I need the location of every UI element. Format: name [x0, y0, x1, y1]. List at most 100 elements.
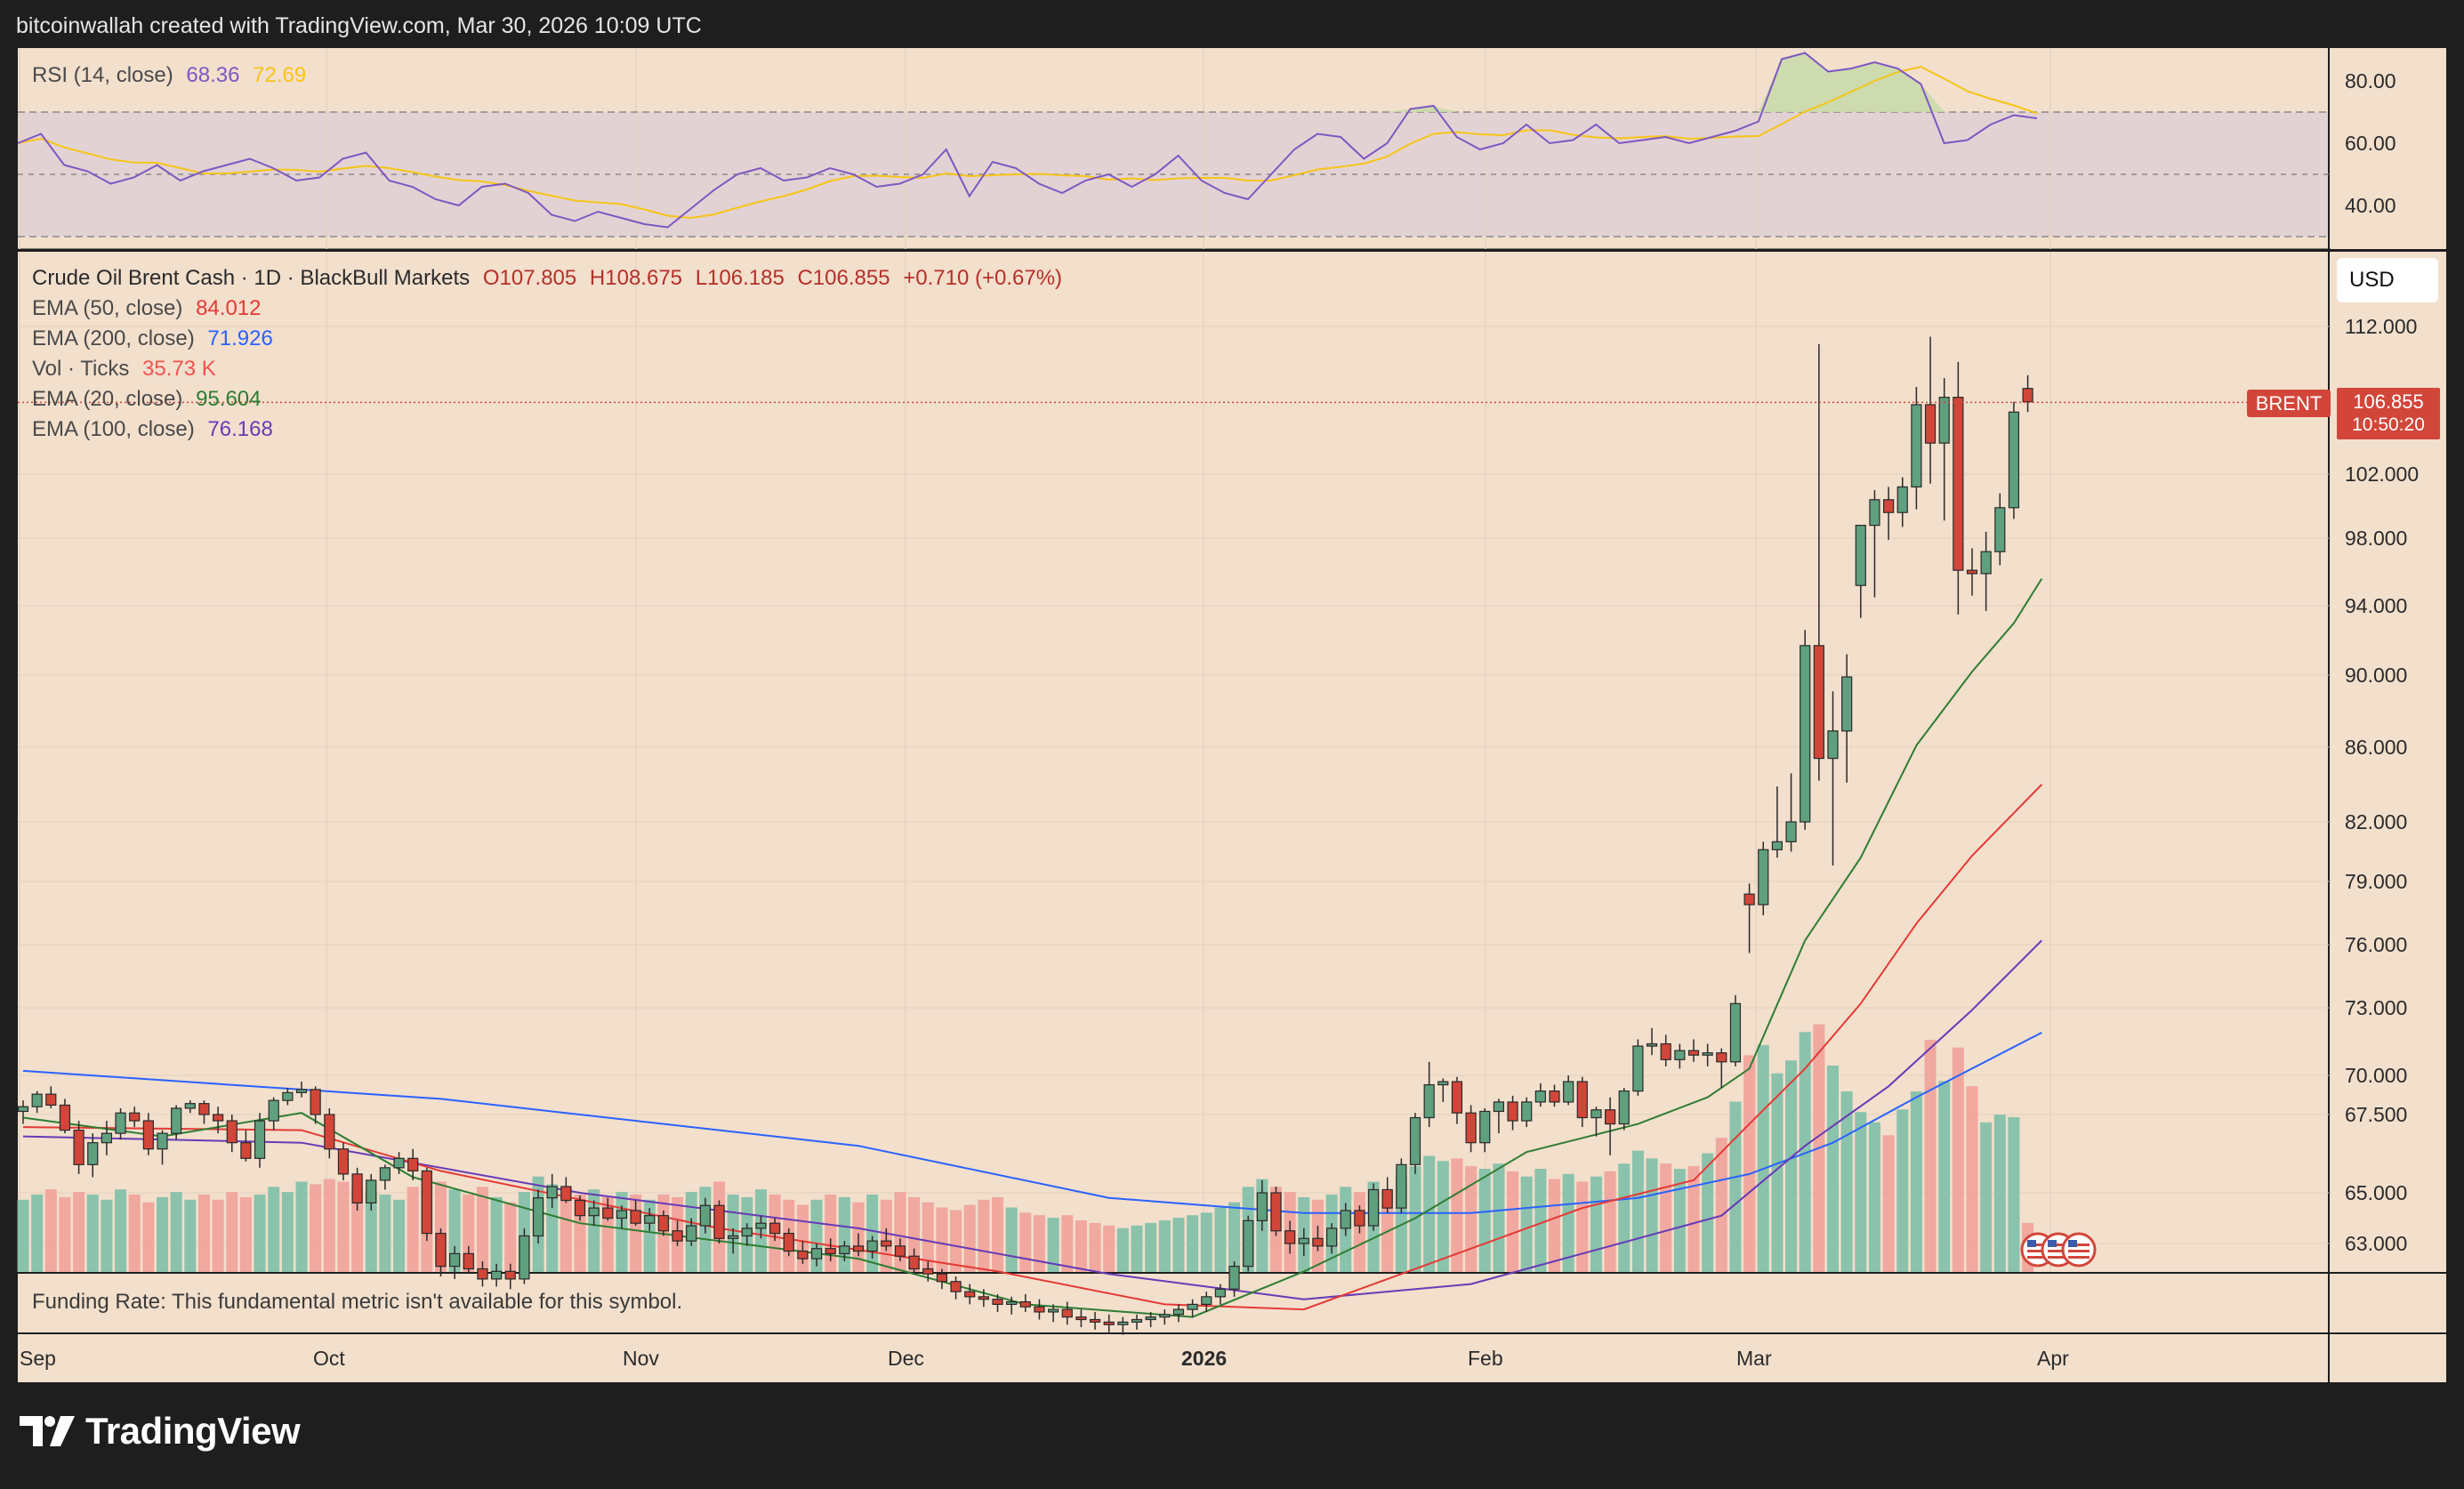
rsi-value: 68.36 — [186, 63, 240, 87]
rsi-legend[interactable]: RSI (14, close) 68.36 72.69 — [32, 63, 313, 88]
candle-body — [1340, 1210, 1351, 1229]
symbol-legend[interactable]: Crude Oil Brent Cash · 1D · BlackBull Ma… — [32, 266, 1069, 291]
volume-bar — [17, 1199, 29, 1272]
indicator-label: EMA (50, close) — [32, 296, 183, 320]
price-pane[interactable] — [18, 252, 2446, 1272]
volume-bar — [963, 1204, 976, 1272]
candle-body — [282, 1091, 294, 1101]
candle-body — [908, 1255, 920, 1270]
candle-body — [504, 1270, 516, 1280]
volume-bar — [1145, 1222, 1157, 1272]
volume-bar — [1827, 1066, 1839, 1272]
candle-body — [1618, 1090, 1630, 1125]
candle-body — [1214, 1288, 1227, 1298]
indicator-value: 76.168 — [207, 417, 273, 441]
volume-bar — [1047, 1218, 1059, 1272]
volume-bar — [1478, 1169, 1491, 1272]
candle-body — [755, 1222, 767, 1229]
indicator-ema100[interactable]: EMA (100, close) 76.168 — [32, 417, 280, 442]
volume-bar — [1576, 1181, 1589, 1272]
candle-body — [1479, 1110, 1491, 1144]
volume-bar — [1131, 1225, 1143, 1272]
volume-bar — [323, 1179, 335, 1272]
symbol-title[interactable]: Crude Oil Brent Cash · 1D · BlackBull Ma… — [32, 266, 471, 290]
candle-body — [1131, 1318, 1143, 1323]
candle-body — [171, 1107, 182, 1134]
candle-body — [1632, 1045, 1644, 1092]
volume-bar — [1646, 1158, 1658, 1272]
candle-body — [184, 1103, 196, 1109]
candle-body — [324, 1114, 335, 1150]
candle-body — [1785, 821, 1797, 842]
volume-bar — [59, 1196, 71, 1272]
candle-body — [1813, 645, 1824, 760]
volume-bar — [379, 1195, 391, 1272]
candle-body — [881, 1240, 892, 1247]
volume-bar — [1103, 1225, 1115, 1272]
time-axis-label: Sep — [20, 1347, 56, 1370]
rsi-ma-line — [17, 65, 2038, 220]
candle-body — [393, 1157, 405, 1169]
volume-bar — [2008, 1117, 2020, 1272]
event-flags[interactable] — [2020, 1232, 2097, 1268]
candle-body — [713, 1204, 725, 1239]
candle-body — [546, 1186, 558, 1199]
indicator-ema200[interactable]: EMA (200, close) 71.926 — [32, 326, 280, 351]
indicator-volume[interactable]: Vol · Ticks 35.73 K — [32, 357, 223, 382]
tradingview-logo-text: TradingView — [85, 1410, 301, 1452]
candle-body — [73, 1129, 85, 1165]
candle-body — [852, 1245, 865, 1252]
bar-countdown: 10:50:20 — [2352, 415, 2425, 436]
candle-body — [1702, 1052, 1713, 1056]
candle-body — [922, 1268, 934, 1275]
volume-bar — [281, 1192, 294, 1272]
candle-body — [519, 1235, 530, 1280]
time-axis-label: Oct — [313, 1347, 345, 1370]
candle-body — [728, 1235, 739, 1239]
candle-body — [1953, 397, 1964, 571]
volume-bar — [616, 1192, 628, 1272]
indicator-ema20[interactable]: EMA (20, close) 95.604 — [32, 387, 268, 412]
candle-body — [1284, 1230, 1296, 1244]
volume-bar — [1910, 1091, 1922, 1272]
candle-body — [268, 1099, 279, 1122]
indicator-ema50[interactable]: EMA (50, close) 84.012 — [32, 296, 268, 321]
volume-bar — [546, 1184, 559, 1272]
candle-body — [1911, 404, 1922, 488]
tradingview-logo[interactable]: TradingView — [20, 1410, 301, 1453]
volume-bar — [197, 1195, 210, 1272]
volume-bar — [1005, 1207, 1018, 1272]
candle-body — [1827, 730, 1839, 760]
volume-bar — [1868, 1122, 1880, 1272]
currency-button[interactable]: USD — [2337, 258, 2438, 302]
candle-body — [213, 1114, 224, 1122]
candle-body — [1716, 1052, 1727, 1063]
candle-body — [2022, 388, 2033, 403]
volume-bar — [31, 1195, 44, 1272]
candle-body — [1006, 1300, 1018, 1306]
volume-bar — [1673, 1169, 1686, 1272]
ohlc-open: O107.805 — [482, 266, 577, 290]
volume-bar — [115, 1189, 127, 1272]
ohlc-change: +0.710 (+0.67%) — [903, 266, 1063, 290]
candle-body — [1396, 1163, 1407, 1209]
volume-bar — [1493, 1163, 1505, 1272]
volume-bar — [490, 1196, 503, 1272]
time-axis[interactable] — [18, 1334, 2446, 1382]
candle-body — [1145, 1316, 1156, 1321]
price-axis-tick: 65.000 — [2345, 1181, 2407, 1204]
indicator-label: EMA (200, close) — [32, 326, 195, 350]
candle-body — [240, 1142, 252, 1159]
volume-bar — [170, 1192, 182, 1272]
last-price-value: 106.855 — [2353, 390, 2424, 414]
ema200-line — [22, 1032, 2042, 1214]
candle-body — [866, 1240, 878, 1252]
volume-bar — [1660, 1163, 1672, 1272]
ema100-line — [22, 939, 2043, 1300]
candle-body — [950, 1281, 962, 1292]
frame-top — [0, 0, 2464, 48]
candle-body — [2008, 411, 2020, 509]
us-flag-icon[interactable] — [2061, 1232, 2097, 1268]
volume-bar — [1631, 1150, 1644, 1272]
